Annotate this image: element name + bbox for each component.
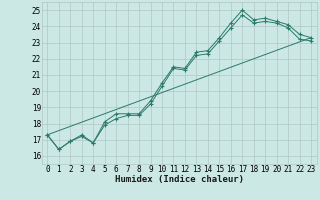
X-axis label: Humidex (Indice chaleur): Humidex (Indice chaleur) (115, 175, 244, 184)
